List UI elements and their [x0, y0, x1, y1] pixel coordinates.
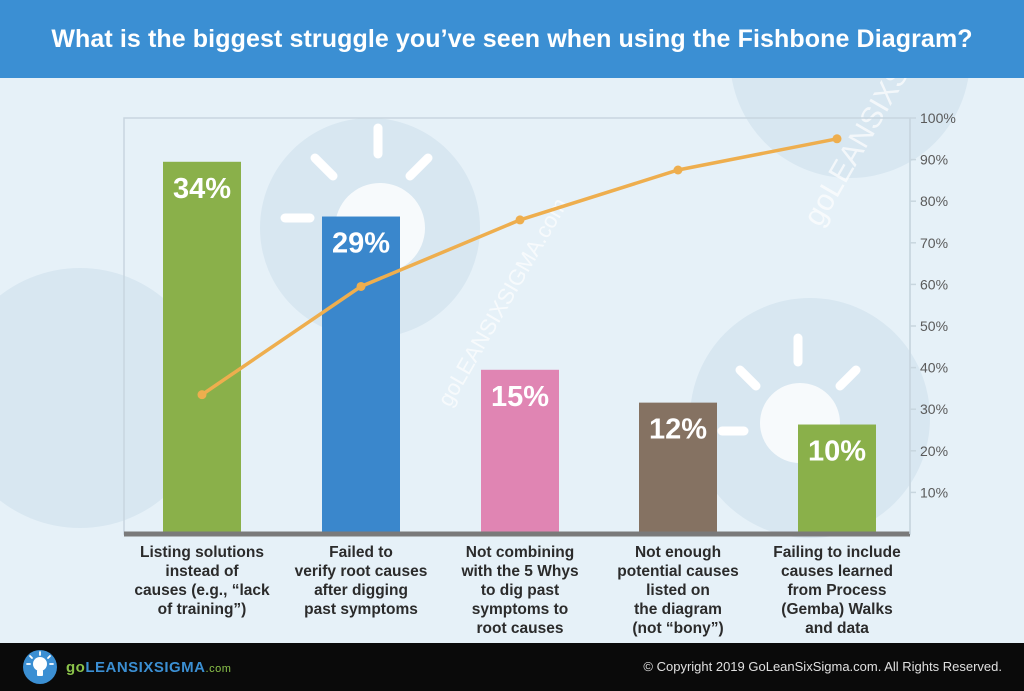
category-label-line: with the 5 Whys — [461, 563, 579, 580]
bar-3 — [481, 369, 559, 534]
brand-leansixsigma: LEANSIXSIGMA — [85, 658, 206, 676]
cumulative-point-3 — [515, 215, 525, 225]
bar-value-label-5: 10% — [808, 436, 866, 468]
lightbulb-deco-circle — [0, 268, 210, 528]
y2-tick-label: 60% — [920, 276, 948, 292]
category-label-line: listed on — [646, 582, 710, 599]
category-label-line: of training”) — [157, 601, 247, 618]
brand-wordmark: goLEANSIXSIGMA.com — [66, 659, 231, 676]
category-label-line: potential causes — [617, 563, 739, 580]
cumulative-point-5 — [832, 134, 842, 144]
y2-tick-label: 80% — [920, 193, 948, 209]
category-label-line: root causes — [476, 620, 564, 637]
lightbulb-deco-circle — [731, 78, 969, 178]
y2-tick-label: 50% — [920, 318, 948, 334]
chart-title: What is the biggest struggle you’ve seen… — [51, 24, 973, 53]
category-label-5: Failing to include causes learned from Pro… — [757, 543, 917, 638]
brand-go: go — [66, 658, 86, 676]
cumulative-point-1 — [197, 390, 207, 400]
y2-tick-label: 30% — [920, 401, 948, 417]
category-label-1: Listing solutions instead of causes (e.g.,… — [122, 543, 282, 619]
category-label-3: Not combining with the 5 Whys to dig past s… — [440, 543, 600, 638]
brand-dotcom: .com — [205, 662, 232, 675]
category-label-line: Listing solutions — [140, 544, 264, 561]
category-label-line: the diagram — [634, 601, 722, 618]
category-label-2: Failed to verify root causes after digging… — [281, 543, 441, 619]
brand-logo[interactable]: goLEANSIXSIGMA.com — [22, 649, 231, 685]
cumulative-points — [197, 134, 842, 400]
y2-axis-ticks: 10% 20% 30% 40% 50% 60% 70% 80% 90% 100% — [910, 110, 956, 500]
cumulative-point-2 — [356, 281, 366, 291]
y2-tick-label: 90% — [920, 152, 948, 168]
footer-bar: goLEANSIXSIGMA.com © Copyright 2019 GoLe… — [0, 643, 1024, 691]
bar-value-label-1: 34% — [173, 173, 231, 205]
category-label-line: (not “bony”) — [632, 620, 724, 637]
bar-1 — [163, 161, 241, 534]
category-label-line: Not combining — [465, 544, 575, 561]
y2-tick-label: 20% — [920, 443, 948, 459]
category-label-line: causes (e.g., “lack — [134, 582, 270, 599]
bar-4 — [639, 402, 717, 534]
lightbulb-rays-icon — [280, 123, 861, 436]
category-label-line: symptoms to — [471, 601, 569, 618]
category-label-line: from Process — [787, 582, 887, 599]
category-label-line: Failing to include — [773, 544, 901, 561]
copyright-text: © Copyright 2019 GoLeanSixSigma.com. All… — [643, 659, 1002, 674]
header-bar: What is the biggest struggle you’ve seen… — [0, 0, 1024, 78]
bar-value-label-3: 15% — [491, 381, 549, 413]
bar-value-labels: 34% 29% 15% 12% 10% — [173, 173, 866, 468]
category-label-line: verify root causes — [294, 563, 428, 580]
bar-series — [163, 161, 876, 535]
category-label-line: (Gemba) Walks — [781, 601, 893, 618]
category-label-line: after digging — [314, 582, 408, 599]
y2-tick-label: 10% — [920, 484, 948, 500]
cumulative-line — [201, 137, 838, 397]
lightbulb-logo-icon — [23, 650, 57, 684]
category-label-line: past symptoms — [304, 601, 418, 618]
bar-5 — [798, 424, 876, 534]
category-label-line: causes learned — [780, 563, 893, 580]
category-label-4: Not enough potential causes listed on the d… — [598, 543, 758, 638]
category-label-line: to dig past — [480, 582, 560, 599]
category-label-line: and data — [805, 620, 869, 637]
y2-tick-label: 100% — [920, 110, 956, 126]
category-label-line: instead of — [165, 563, 239, 580]
bar-value-label-4: 12% — [649, 414, 707, 446]
bar-2 — [322, 216, 400, 535]
category-label-line: Failed to — [329, 544, 393, 561]
cumulative-point-4 — [673, 165, 683, 175]
y2-tick-label: 70% — [920, 235, 948, 251]
category-label-line: Not enough — [634, 544, 722, 561]
bar-value-label-2: 29% — [332, 228, 390, 260]
y2-tick-label: 40% — [920, 360, 948, 376]
